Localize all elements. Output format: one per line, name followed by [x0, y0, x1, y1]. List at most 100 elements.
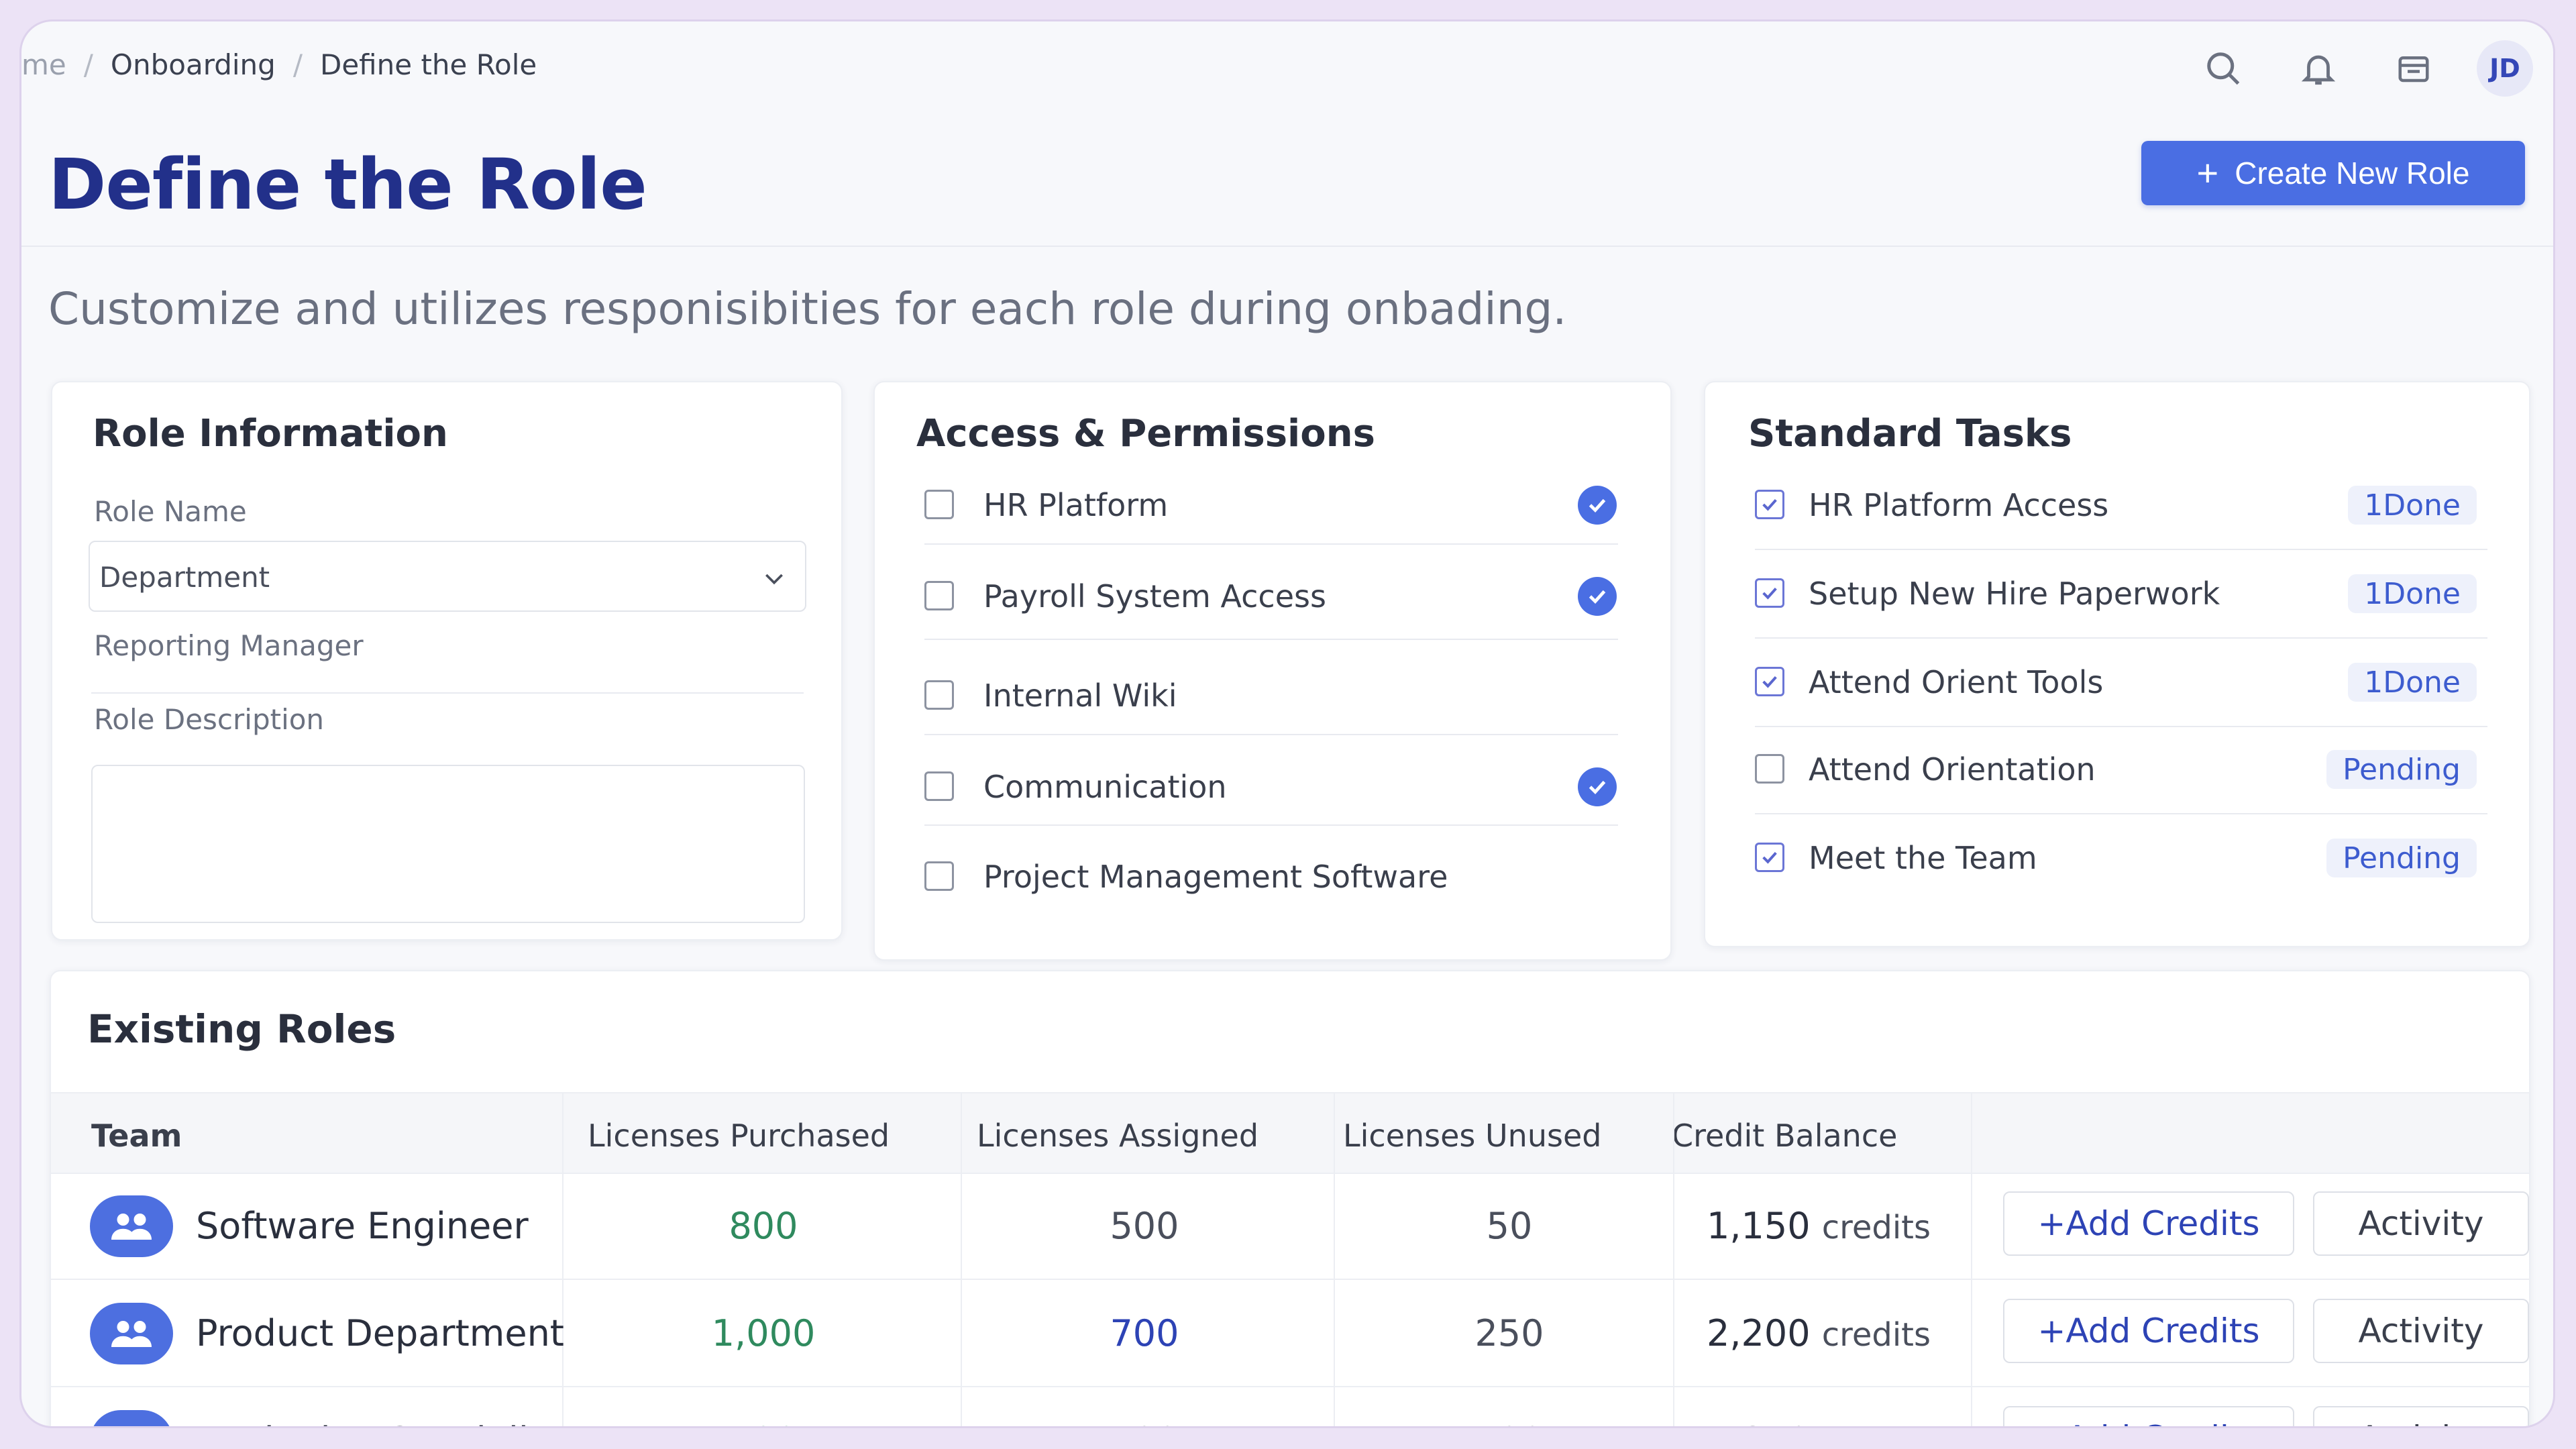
breadcrumb-home[interactable]: me [21, 48, 66, 81]
team-icon [90, 1303, 173, 1364]
credit-balance-value: 850 credits [1741, 1419, 1931, 1426]
inbox-button[interactable] [2387, 42, 2440, 95]
licenses-unused-value: 100 [1375, 1419, 1644, 1426]
task-row[interactable]: Attend Orientation Pending [1705, 735, 2529, 802]
row-divider [1755, 726, 2487, 727]
permission-row[interactable]: Internal Wiki [875, 661, 1670, 729]
credit-balance-value: 1,150 credits [1707, 1205, 1931, 1247]
task-label: Meet the Team [1809, 840, 2037, 876]
activity-button[interactable]: Activity [2313, 1191, 2529, 1256]
table-row: Product Department 1,000 700 250 2,200 credi… [51, 1279, 2529, 1387]
role-name-select[interactable]: Department [89, 541, 806, 612]
permission-checkbox[interactable] [924, 771, 954, 801]
task-status-badge: 1Done [2348, 486, 2477, 525]
task-checkbox[interactable] [1755, 843, 1784, 872]
permission-granted-indicator [1578, 767, 1617, 806]
column-divider [961, 1092, 962, 1426]
role-description-label: Role Description [94, 703, 325, 736]
permission-checkbox[interactable] [924, 861, 954, 891]
role-description-input[interactable] [91, 765, 805, 923]
permission-granted-indicator [1578, 577, 1617, 616]
task-label: HR Platform Access [1809, 487, 2109, 523]
standard-tasks-title: Standard Tasks [1748, 412, 2072, 455]
task-label: Attend Orientation [1809, 751, 2096, 788]
page-title: Define the Role [48, 144, 647, 225]
reporting-manager-label: Reporting Manager [94, 629, 364, 662]
task-checkbox[interactable] [1755, 490, 1784, 519]
permission-label: Communication [983, 769, 1227, 805]
licenses-unused-value: 250 [1474, 1312, 1544, 1354]
task-row[interactable]: Meet the Team Pending [1705, 824, 2529, 891]
permission-checkbox[interactable] [924, 581, 954, 610]
permission-row[interactable]: HR Platform [875, 471, 1670, 538]
plus-icon: + [2196, 152, 2219, 194]
licenses-purchased-value: 600 [629, 1419, 898, 1426]
task-checkbox[interactable] [1755, 578, 1784, 608]
activity-button[interactable]: Activity [2313, 1299, 2529, 1363]
permission-granted-indicator [1578, 486, 1617, 525]
column-header-licenses-unused: Licenses Unused [1343, 1118, 1602, 1154]
team-icon [90, 1195, 173, 1257]
table-row: Software Engineer 800 500 50 1,150 credits +A… [51, 1171, 2529, 1280]
permission-row[interactable]: Communication [875, 753, 1670, 820]
existing-roles-title: Existing Roles [87, 1006, 396, 1052]
permission-label: Internal Wiki [983, 678, 1177, 714]
credit-unit: credits [1821, 1316, 1931, 1354]
notifications-button[interactable] [2292, 42, 2345, 95]
task-label: Setup New Hire Paperwork [1809, 576, 2220, 612]
access-permissions-title: Access & Permissions [916, 412, 1375, 455]
task-checkbox[interactable] [1755, 754, 1784, 784]
team-name: Marketing Specialist [196, 1419, 561, 1426]
team-icon [90, 1410, 173, 1426]
permission-row[interactable]: Payroll System Access [875, 562, 1670, 629]
table-row: Marketing Specialist 600 500 100 850 credits… [51, 1386, 2529, 1426]
column-header-licenses-purchased: Licenses Purchased [588, 1118, 890, 1154]
activity-button[interactable]: Activity [2313, 1406, 2529, 1426]
existing-roles-card: Existing Roles Team Licenses Purchased L… [50, 970, 2530, 1426]
task-row[interactable]: Attend Orient Tools 1Done [1705, 648, 2529, 715]
add-credits-button[interactable]: +Add Credits [2003, 1299, 2294, 1363]
row-divider [924, 734, 1618, 735]
app-window: me / Onboarding / Define the Role JD Define … [21, 21, 2553, 1426]
create-new-role-button[interactable]: + Create New Role [2141, 141, 2525, 205]
permission-label: HR Platform [983, 487, 1169, 523]
add-credits-button[interactable]: +Add Credits [2003, 1191, 2294, 1256]
top-actions: JD [2155, 40, 2533, 97]
access-permissions-card: Access & Permissions HR Platform Payroll … [873, 381, 1672, 961]
permission-label: Payroll System Access [983, 578, 1326, 614]
licenses-assigned-value: 700 [1110, 1312, 1179, 1354]
licenses-assigned-value: 500 [1110, 1205, 1179, 1247]
credit-balance-value: 2,200 credits [1707, 1312, 1931, 1354]
breadcrumb: me / Onboarding / Define the Role [21, 48, 537, 81]
role-information-title: Role Information [93, 412, 448, 455]
permission-checkbox[interactable] [924, 680, 954, 710]
row-divider [1755, 549, 2487, 550]
add-credits-button[interactable]: +Add Credits [2003, 1406, 2294, 1426]
check-icon [1589, 780, 1606, 794]
permission-checkbox[interactable] [924, 490, 954, 519]
task-status-badge: 1Done [2348, 663, 2477, 702]
column-divider [1334, 1092, 1335, 1426]
bell-icon [2301, 55, 2336, 85]
table-header: Team Licenses Purchased Licenses Assigne… [51, 1092, 2529, 1174]
search-button[interactable] [2196, 42, 2250, 95]
task-row[interactable]: HR Platform Access 1Done [1705, 471, 2529, 538]
task-row[interactable]: Setup New Hire Paperwork 1Done [1705, 559, 2529, 627]
row-divider [924, 639, 1618, 640]
credit-amount: 1,150 [1707, 1205, 1811, 1247]
chevron-down-icon [765, 574, 783, 585]
credit-unit: credits [1821, 1209, 1931, 1246]
column-header-credit-balance: Credit Balance [1672, 1118, 1898, 1154]
licenses-purchased-value: 800 [729, 1205, 798, 1247]
permission-row[interactable]: Project Management Software [875, 843, 1670, 910]
licenses-purchased-value: 1,000 [711, 1312, 816, 1354]
user-avatar[interactable]: JD [2477, 40, 2533, 97]
column-header-licenses-assigned: Licenses Assigned [977, 1118, 1259, 1154]
breadcrumb-onboarding[interactable]: Onboarding [110, 48, 276, 81]
standard-tasks-card: Standard Tasks HR Platform Access 1Done Se… [1704, 381, 2530, 947]
task-checkbox[interactable] [1755, 667, 1784, 696]
permission-label: Project Management Software [983, 859, 1448, 895]
column-divider [1971, 1092, 1972, 1426]
column-divider [1673, 1092, 1674, 1426]
reporting-manager-field[interactable] [91, 692, 804, 694]
